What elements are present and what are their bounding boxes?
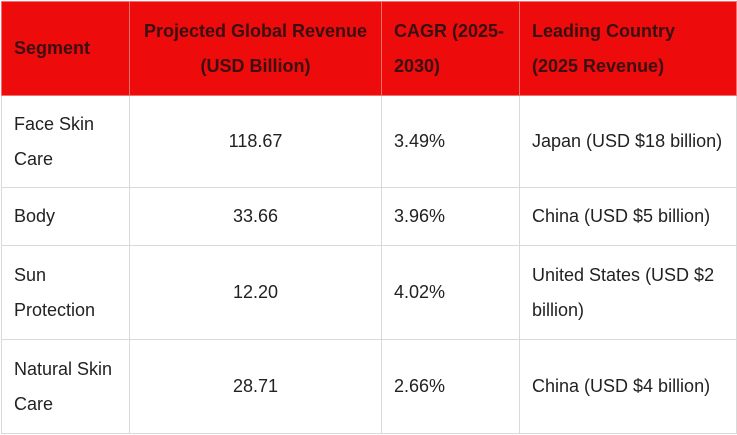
header-leading-country: Leading Country (2025 Revenue)	[519, 1, 737, 96]
cell-segment: Face Skin Care	[1, 95, 130, 188]
table-header: Segment Projected Global Revenue (USD Bi…	[1, 1, 737, 96]
cell-segment: Body	[1, 187, 130, 246]
cell-segment: Sun Protection	[1, 245, 130, 340]
cell-cagr: 4.02%	[381, 245, 520, 340]
cell-cagr: 3.96%	[381, 187, 520, 246]
table-row: Face Skin Care 118.67 3.49% Japan (USD $…	[1, 95, 737, 188]
table-body: Face Skin Care 118.67 3.49% Japan (USD $…	[1, 95, 737, 434]
cell-cagr: 3.49%	[381, 95, 520, 188]
cell-cagr: 2.66%	[381, 339, 520, 434]
cell-revenue: 118.67	[129, 95, 382, 188]
cell-leading-country: China (USD $4 billion)	[519, 339, 737, 434]
cell-segment: Natural Skin Care	[1, 339, 130, 434]
cell-revenue: 12.20	[129, 245, 382, 340]
table-row: Natural Skin Care 28.71 2.66% China (USD…	[1, 339, 737, 434]
header-row: Segment Projected Global Revenue (USD Bi…	[1, 1, 737, 96]
cell-revenue: 33.66	[129, 187, 382, 246]
cell-revenue: 28.71	[129, 339, 382, 434]
cell-leading-country: China (USD $5 billion)	[519, 187, 737, 246]
table-row: Sun Protection 12.20 4.02% United States…	[1, 245, 737, 340]
table-row: Body 33.66 3.96% China (USD $5 billion)	[1, 187, 737, 246]
header-segment: Segment	[1, 1, 130, 96]
cell-leading-country: Japan (USD $18 billion)	[519, 95, 737, 188]
cell-leading-country: United States (USD $2 billion)	[519, 245, 737, 340]
header-cagr: CAGR (2025-2030)	[381, 1, 520, 96]
header-projected-revenue: Projected Global Revenue (USD Billion)	[129, 1, 382, 96]
